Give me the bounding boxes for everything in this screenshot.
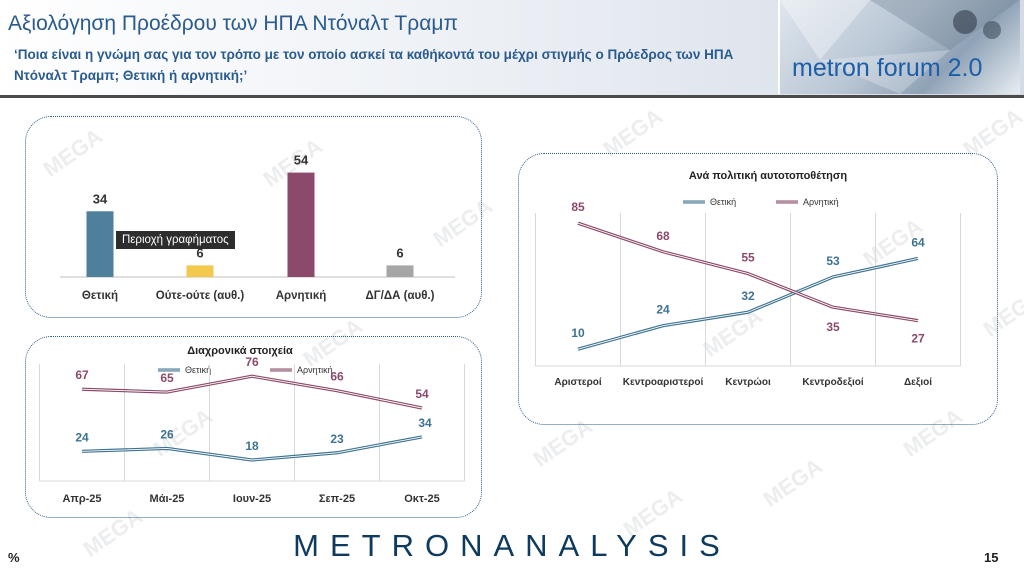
data-label: 24: [75, 430, 89, 444]
page-number: 15: [984, 550, 999, 565]
bar-category-label: Ούτε-ούτε (αυθ.): [156, 290, 245, 302]
data-label: 35: [826, 320, 840, 334]
data-label: 18: [245, 439, 259, 453]
series-line-highlight: [577, 222, 919, 322]
x-tick-label: Κεντροαριστεροί: [623, 377, 704, 388]
page-title: Αξιολόγηση Προέδρου των ΗΠΑ Ντόναλτ Τραμ…: [8, 12, 458, 35]
series-line-negative: [577, 221, 919, 323]
data-label: 10: [571, 326, 585, 340]
bar-category-label: Αρνητική: [276, 290, 327, 302]
chart-area-tooltip: Περιοχή γραφήματος: [116, 231, 235, 249]
x-tick-label: Μάι-25: [150, 493, 185, 505]
watermark-text: MEGA: [758, 453, 827, 512]
bar-value-label: 54: [294, 153, 309, 168]
header-divider: [0, 95, 1024, 98]
bar: [287, 172, 315, 277]
metron-forum-logo: metron forum 2.0: [778, 0, 1020, 94]
data-label: 55: [741, 251, 755, 265]
ideology-line-chart: Ανά πολιτική αυτοτοποθέτηση Θετική Αρνητικ…: [535, 170, 961, 388]
chart-title: Ανά πολιτική αυτοτοποθέτηση: [689, 170, 847, 182]
data-label: 64: [911, 235, 925, 249]
data-label: 85: [571, 200, 585, 214]
bar-category-label: ΔΓ/ΔΑ (αυθ.): [366, 290, 435, 302]
logo-text: metron forum 2.0: [792, 54, 983, 82]
page-subtitle: ‘Ποια είναι η γνώμη σας για τον τρόπο με…: [14, 47, 734, 83]
series-line-highlight: [577, 258, 919, 350]
trend-line-chart: Διαχρονικά στοιχεία Θετική Αρνητική 24 26 18 2…: [39, 345, 465, 505]
metron-analysis-brand: METRONANALYSIS: [293, 528, 731, 563]
logo-artwork: [780, 0, 1020, 94]
bar: [386, 265, 414, 277]
percent-sign: %: [8, 550, 20, 565]
data-label: 53: [826, 254, 840, 268]
legend-label: Θετική: [185, 365, 211, 375]
data-label: 26: [160, 427, 174, 441]
data-label: 27: [911, 332, 925, 346]
data-label: 23: [330, 432, 344, 446]
x-tick-label: Κεντροδεξιοί: [802, 377, 863, 388]
data-label: 67: [75, 368, 89, 382]
data-label: 68: [656, 229, 670, 243]
trend-chart-panel: [25, 336, 482, 518]
data-label: 32: [741, 289, 755, 303]
approval-bar-chart: 34 Θετική 6 Ούτε-ούτε (αυθ.) 54 Αρνητική 6 ΔΓ/Δ…: [60, 153, 455, 302]
x-tick-label: Απρ-25: [62, 493, 101, 505]
legend-label: Θετική: [710, 197, 736, 207]
data-label: 24: [656, 303, 670, 317]
x-tick-label: Αριστεροί: [554, 377, 602, 388]
bar: [186, 265, 214, 277]
x-tick-label: Οκτ-25: [404, 493, 440, 505]
x-tick-label: Σεπ-25: [319, 493, 355, 505]
series-line-negative: [81, 374, 423, 410]
series-line-highlight: [81, 436, 423, 461]
bar-value-label: 6: [396, 245, 403, 260]
x-tick-label: Δεξιοί: [904, 377, 932, 388]
bar-category-label: Θετική: [82, 290, 118, 302]
data-label: 34: [418, 416, 432, 430]
data-label: 54: [415, 387, 429, 401]
legend-label: Αρνητική: [803, 197, 839, 207]
x-tick-label: Κεντρώοι: [725, 377, 771, 388]
data-label: 65: [160, 371, 174, 385]
bar: [86, 211, 114, 277]
data-label: 76: [245, 355, 259, 369]
x-tick-label: Ιουν-25: [233, 493, 271, 505]
data-label: 66: [330, 370, 344, 384]
ideology-chart-panel: [518, 153, 998, 425]
bar-value-label: 34: [93, 191, 108, 206]
bar-value-label: 6: [196, 245, 203, 260]
legend-label: Αρνητική: [297, 365, 333, 375]
chart-title: Διαχρονικά στοιχεία: [187, 345, 293, 357]
bar-chart-panel: [25, 116, 482, 318]
series-line-highlight: [81, 375, 423, 409]
